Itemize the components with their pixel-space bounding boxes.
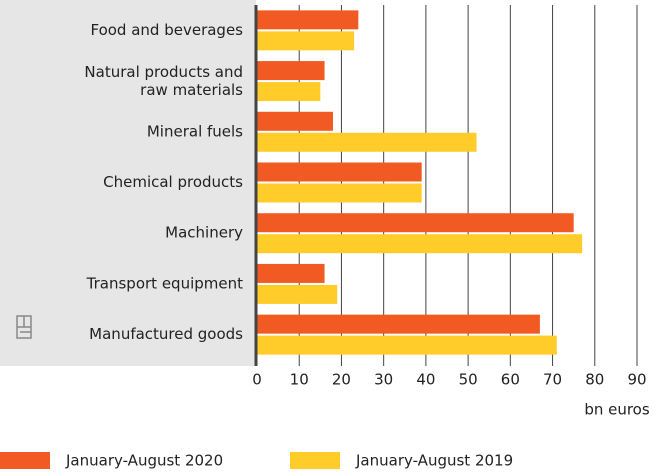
label-panel <box>0 0 256 366</box>
bar <box>257 111 333 131</box>
x-tick-label: 70 <box>543 371 562 389</box>
legend-label: January-August 2020 <box>65 452 223 470</box>
x-tick-label: 90 <box>627 371 646 389</box>
y-tick-label: Natural products and raw materials <box>84 63 243 99</box>
bar <box>257 31 355 51</box>
x-tick-label: 80 <box>585 371 604 389</box>
y-tick-label: Chemical products <box>103 173 243 191</box>
y-tick-label: Food and beverages <box>90 21 243 39</box>
bar <box>257 61 325 81</box>
bar <box>257 263 325 283</box>
x-axis-label: bn euros <box>584 401 650 419</box>
bar <box>257 10 359 30</box>
x-tick-label: 20 <box>332 371 351 389</box>
bar <box>257 234 583 254</box>
logo <box>16 315 32 339</box>
legend-swatch <box>0 452 50 469</box>
legend-swatch <box>290 452 340 469</box>
x-tick-label: 30 <box>374 371 393 389</box>
x-tick-label: 10 <box>290 371 309 389</box>
x-tick-label: 0 <box>252 371 262 389</box>
bar <box>257 132 477 152</box>
bar <box>257 335 557 355</box>
y-tick-label: Mineral fuels <box>147 122 243 140</box>
y-tick-label: Manufactured goods <box>89 325 243 343</box>
bar <box>257 284 338 304</box>
x-tick-label: 40 <box>416 371 435 389</box>
x-tick-label: 60 <box>501 371 520 389</box>
x-tick-label: 50 <box>459 371 478 389</box>
legend-label: January-August 2019 <box>355 452 513 470</box>
bar <box>257 213 574 233</box>
y-tick-label: Machinery <box>165 224 243 242</box>
bar <box>257 82 321 102</box>
bar <box>257 183 422 203</box>
bar <box>257 162 422 182</box>
y-tick-label: Transport equipment <box>86 274 243 292</box>
bar <box>257 314 540 334</box>
